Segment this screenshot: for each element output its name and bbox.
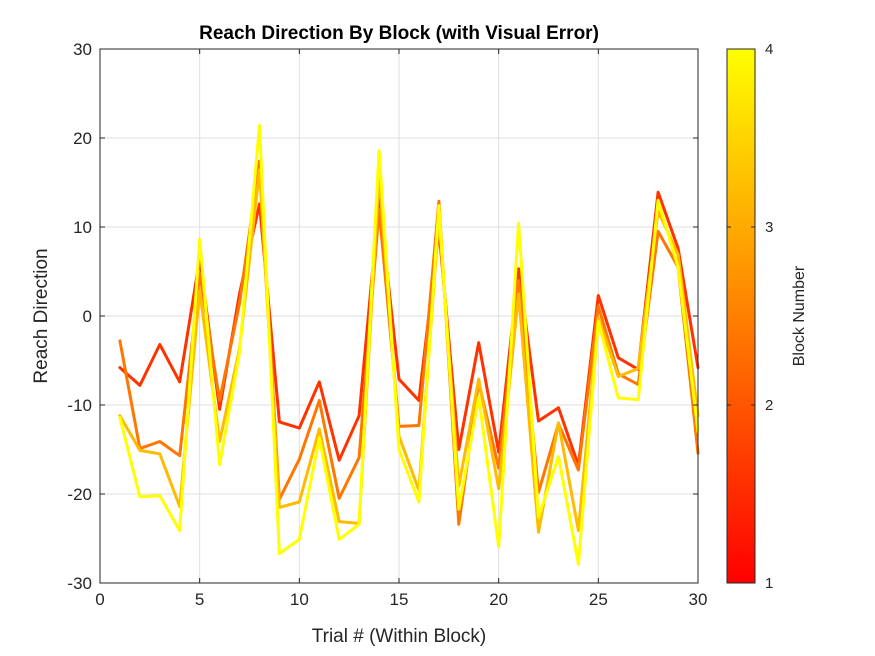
y-tick-label: -10 <box>67 396 92 415</box>
y-tick-label: -20 <box>67 485 92 504</box>
series-line-block-2 <box>118 159 700 526</box>
x-tick-label: 30 <box>689 590 708 609</box>
x-tick-label: 25 <box>589 590 608 609</box>
y-axis-label: Reach Direction <box>31 248 52 383</box>
series-layer <box>118 124 700 566</box>
x-tick-label: 15 <box>390 590 409 609</box>
x-axis-label: Trial # (Within Block) <box>312 626 487 647</box>
x-tick-label: 0 <box>95 590 104 609</box>
colorbar-tick-label: 4 <box>765 41 773 58</box>
y-tick-label: 10 <box>73 218 92 237</box>
x-tick-label: 10 <box>290 590 309 609</box>
x-tick-label: 5 <box>195 590 204 609</box>
colorbar-gradient <box>726 48 756 584</box>
y-tick-label: 30 <box>73 40 92 59</box>
colorbar-label: Block Number <box>791 265 808 366</box>
y-tick-label: -30 <box>67 574 92 593</box>
colorbar-tick-label: 2 <box>765 397 773 414</box>
chart-title: Reach Direction By Block (with Visual Er… <box>199 23 599 44</box>
x-tick-label: 20 <box>489 590 508 609</box>
axes: 0 5 10 15 20 25 30 -30 -20 -10 0 10 20 30 <box>67 40 707 609</box>
colorbar-tick-label: 1 <box>765 575 773 592</box>
y-tick-label: 0 <box>83 307 92 326</box>
y-tick-label: 20 <box>73 129 92 148</box>
series-line-block-4 <box>118 124 700 566</box>
colorbar-tick-label: 3 <box>765 219 773 236</box>
colorbar: 1 2 3 4 Block Number <box>726 41 808 592</box>
